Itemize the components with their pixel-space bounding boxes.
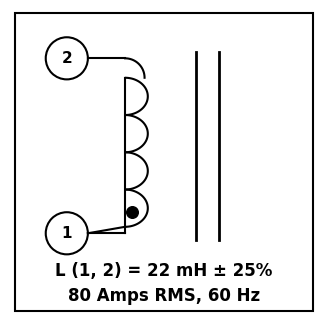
- Text: 1: 1: [62, 226, 72, 241]
- Text: 2: 2: [61, 51, 72, 66]
- Text: L (1, 2) = 22 mH ± 25%: L (1, 2) = 22 mH ± 25%: [55, 261, 273, 280]
- Point: [129, 210, 134, 215]
- Text: 80 Amps RMS, 60 Hz: 80 Amps RMS, 60 Hz: [68, 287, 260, 306]
